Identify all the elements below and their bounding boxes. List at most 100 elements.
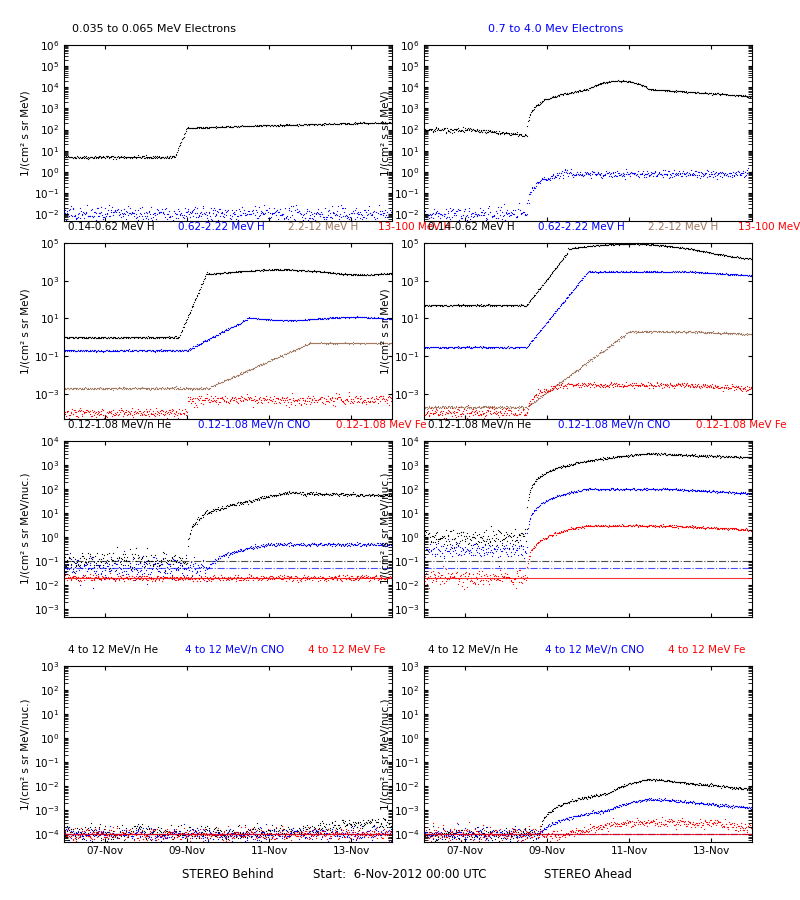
Point [84, 819, 97, 833]
Point [124, 571, 137, 585]
Point [152, 149, 165, 164]
Point [250, 360, 262, 374]
Point [423, 298, 436, 312]
Point [444, 823, 457, 837]
Point [467, 340, 480, 355]
Point [679, 776, 692, 790]
Point [72, 382, 85, 396]
Point [102, 330, 115, 345]
Point [558, 828, 570, 842]
Point [634, 814, 646, 828]
Point [689, 379, 702, 393]
Point [591, 77, 604, 92]
Point [678, 794, 690, 808]
Point [286, 313, 299, 328]
Point [373, 538, 386, 553]
Point [623, 776, 636, 790]
Point [546, 464, 559, 478]
Point [254, 206, 267, 220]
Point [321, 825, 334, 840]
Point [75, 149, 88, 164]
Point [151, 820, 164, 834]
Point [385, 392, 398, 406]
Point [98, 822, 110, 836]
Point [666, 378, 678, 392]
Point [497, 828, 510, 842]
Point [547, 816, 560, 831]
Point [274, 824, 286, 839]
Point [118, 832, 131, 847]
Point [271, 824, 284, 838]
Point [210, 120, 223, 134]
Point [611, 265, 624, 279]
Point [471, 829, 484, 843]
Point [375, 207, 388, 221]
Point [621, 379, 634, 393]
Point [537, 94, 550, 108]
Point [556, 295, 569, 310]
Point [490, 827, 502, 842]
Point [221, 828, 234, 842]
Point [372, 815, 385, 830]
Point [651, 772, 664, 787]
Point [341, 267, 354, 282]
Point [446, 210, 458, 224]
Point [422, 824, 435, 839]
Point [383, 817, 396, 832]
Point [737, 486, 750, 500]
Point [80, 206, 93, 220]
Point [246, 392, 259, 407]
Point [231, 368, 244, 382]
Point [105, 406, 118, 420]
Point [119, 823, 132, 837]
Point [501, 541, 514, 555]
Point [214, 209, 227, 223]
Point [558, 372, 570, 386]
Point [339, 266, 352, 281]
Point [742, 781, 754, 796]
Point [375, 537, 388, 552]
Point [202, 833, 214, 848]
Point [506, 539, 518, 554]
Point [464, 826, 477, 841]
Point [244, 363, 257, 377]
Point [232, 317, 245, 331]
Point [94, 407, 107, 421]
Point [282, 486, 294, 500]
Point [70, 212, 82, 226]
Point [554, 830, 566, 844]
Point [630, 447, 643, 462]
Point [307, 823, 320, 837]
Point [607, 802, 620, 816]
Point [653, 238, 666, 253]
Point [361, 208, 374, 222]
Point [449, 122, 462, 137]
Point [667, 817, 680, 832]
Point [143, 204, 156, 219]
Point [703, 484, 716, 499]
Point [665, 774, 678, 788]
Point [466, 122, 479, 136]
Point [562, 370, 574, 384]
Point [93, 827, 106, 842]
Point [181, 827, 194, 842]
Point [306, 829, 319, 843]
Point [549, 526, 562, 540]
Point [157, 407, 170, 421]
Point [465, 544, 478, 559]
Point [572, 276, 585, 291]
Point [556, 374, 569, 389]
Point [740, 800, 753, 814]
Point [712, 379, 725, 393]
Point [63, 150, 76, 165]
Point [130, 343, 142, 357]
Point [526, 396, 538, 410]
Point [710, 379, 723, 393]
Point [340, 489, 353, 503]
Y-axis label: 1/(cm² s sr MeV/nuc.): 1/(cm² s sr MeV/nuc.) [381, 473, 391, 584]
Point [598, 344, 610, 358]
Point [704, 778, 717, 793]
Point [632, 237, 645, 251]
Point [482, 340, 495, 355]
Point [438, 400, 450, 415]
